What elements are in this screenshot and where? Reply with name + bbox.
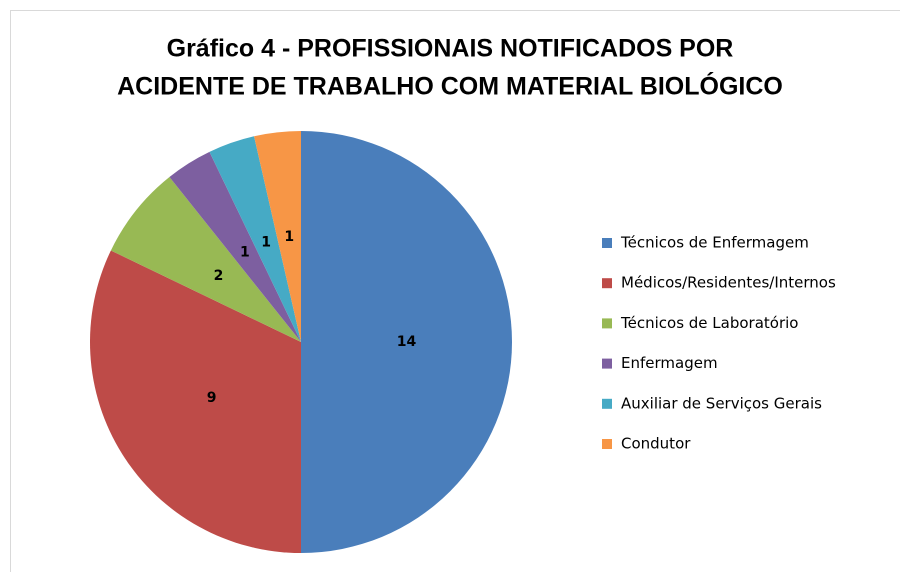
chart-title: ACIDENTE DE TRABALHO COM MATERIAL BIOLÓG… <box>117 71 783 101</box>
data-label: 1 <box>240 245 250 261</box>
pie-slice <box>169 151 301 342</box>
chart-title: Gráfico 4 - PROFISSIONAIS NOTIFICADOS PO… <box>167 35 734 63</box>
legend-swatch <box>602 439 612 449</box>
data-label: 1 <box>261 234 271 250</box>
legend-label: Médicos/Residentes/Internos <box>621 274 836 292</box>
pie-slice <box>301 131 512 553</box>
legend-label: Técnicos de Enfermagem <box>620 234 809 252</box>
legend-label: Auxiliar de Serviços Gerais <box>621 394 822 412</box>
legend-label: Condutor <box>621 435 691 453</box>
data-label: 14 <box>397 334 417 350</box>
legend-swatch <box>602 278 612 289</box>
legend-label: Enfermagem <box>621 354 718 372</box>
data-label: 9 <box>207 390 217 406</box>
pie-slice <box>254 131 301 342</box>
pie-slice <box>209 136 301 342</box>
pie-slice <box>110 177 301 342</box>
pie-slice <box>89 250 301 553</box>
legend-swatch <box>602 398 612 409</box>
data-label: 1 <box>284 229 294 245</box>
legend-label: Técnicos de Laboratório <box>620 314 798 332</box>
legend-swatch <box>602 318 612 329</box>
legend-swatch <box>602 358 612 369</box>
legend-swatch <box>602 238 612 248</box>
data-label: 2 <box>214 268 224 284</box>
